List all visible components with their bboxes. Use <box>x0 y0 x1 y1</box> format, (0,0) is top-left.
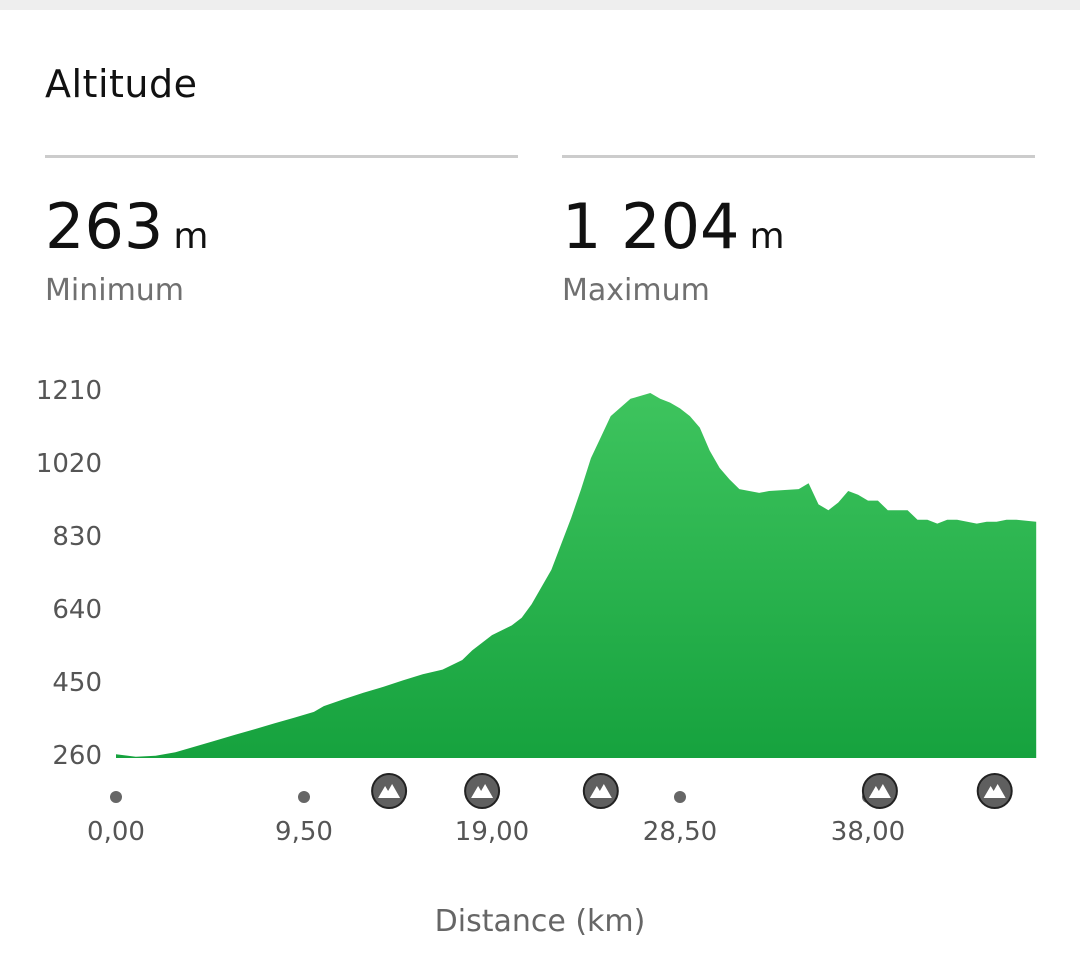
maximum-stat: 1 204 m <box>562 190 785 263</box>
divider-left <box>45 155 518 158</box>
distance-dot-marker <box>674 791 686 803</box>
mountain-peak-icon[interactable] <box>371 773 408 809</box>
mountain-peak-icon[interactable] <box>976 773 1013 809</box>
y-tick-label: 1210 <box>35 376 102 406</box>
y-tick-label: 640 <box>52 595 102 625</box>
distance-dot-marker <box>110 791 122 803</box>
y-tick-label: 830 <box>52 522 102 552</box>
minimum-value: 263 <box>45 190 164 263</box>
x-axis-title: Distance (km) <box>434 904 646 939</box>
x-tick-label: 19,00 <box>454 817 530 847</box>
x-tick-label: 28,50 <box>642 817 718 847</box>
status-bar-strip <box>0 0 1080 10</box>
maximum-value: 1 204 <box>562 190 740 263</box>
mountain-peak-icon[interactable] <box>464 773 501 809</box>
y-tick-label: 450 <box>52 668 102 698</box>
minimum-label: Minimum <box>45 273 185 308</box>
page-title: Altitude <box>45 62 198 106</box>
divider-right <box>562 155 1035 158</box>
mountain-peak-icon[interactable] <box>582 773 619 809</box>
x-tick-label: 9,50 <box>275 817 333 847</box>
y-tick-label: 1020 <box>35 449 102 479</box>
x-tick-label: 0,00 <box>87 817 145 847</box>
y-tick-label: 260 <box>52 741 102 771</box>
minimum-stat: 263 m <box>45 190 208 263</box>
mountain-peak-icon[interactable] <box>861 773 898 809</box>
altitude-area <box>116 393 1037 758</box>
minimum-unit: m <box>173 216 209 257</box>
distance-dot-marker <box>298 791 310 803</box>
maximum-label: Maximum <box>562 273 710 308</box>
maximum-unit: m <box>749 216 785 257</box>
x-tick-label: 38,00 <box>830 817 906 847</box>
